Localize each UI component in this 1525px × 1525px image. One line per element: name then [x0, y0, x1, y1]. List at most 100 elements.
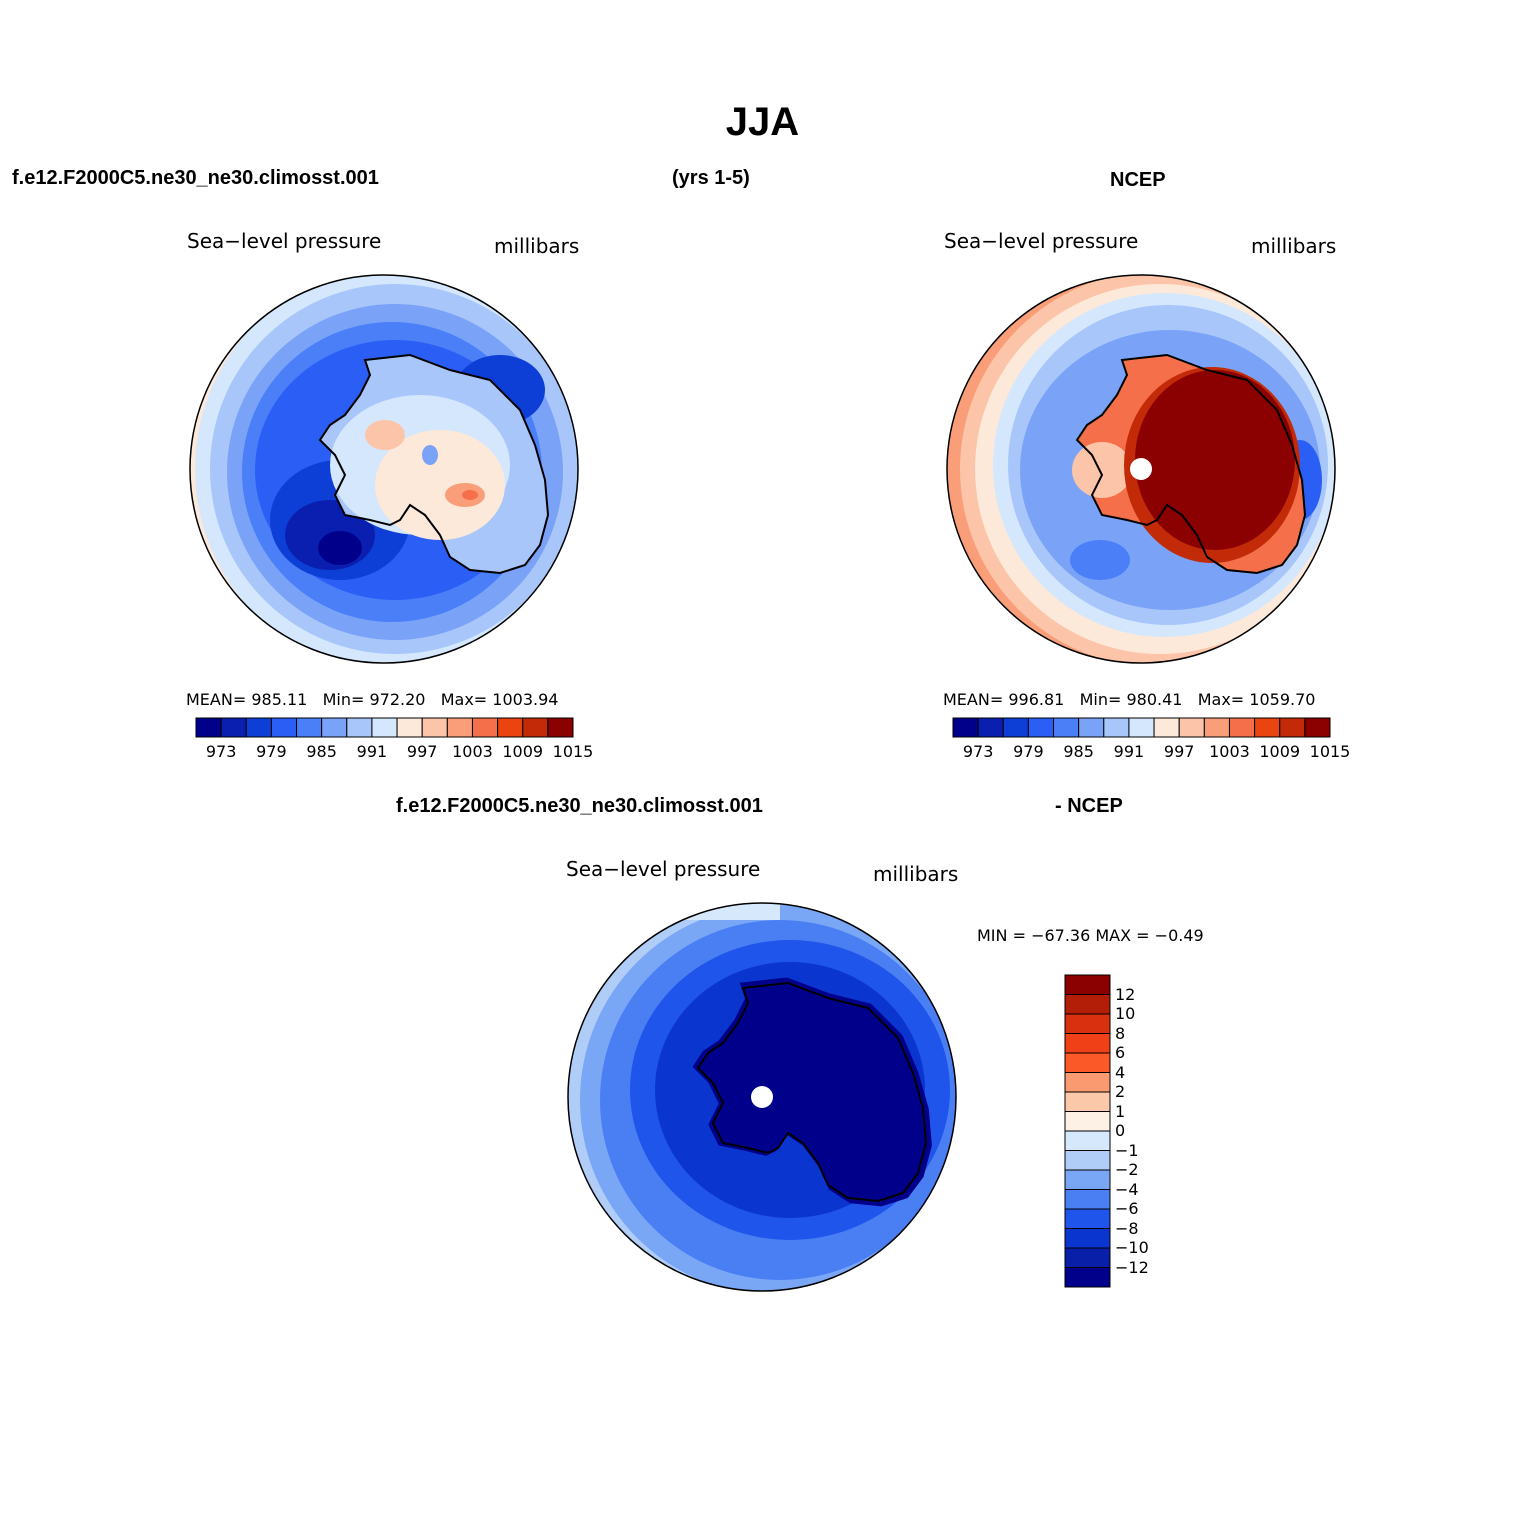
colorbar-tick-label: 973 — [205, 742, 237, 761]
panel2-variable-label: Sea−level pressure — [944, 229, 1139, 253]
panel2-units-label: millibars — [1251, 234, 1337, 258]
panel1-max-label: Max= — [440, 690, 488, 709]
colorbar-tick-label: 1015 — [552, 742, 594, 761]
colorbar-tick-label: 991 — [356, 742, 388, 761]
colorbar-cell — [1064, 1091, 1111, 1112]
colorbar-cell — [1064, 1247, 1111, 1268]
colorbar-tick-label: 1015 — [1309, 742, 1351, 761]
panel2-source: NCEP — [1110, 169, 1166, 191]
colorbar-cell — [471, 717, 499, 738]
colorbar-tick-label: 997 — [1163, 742, 1195, 761]
colorbar-cell — [1304, 717, 1331, 738]
colorbar-cell — [1064, 974, 1111, 995]
colorbar-tick-label: 6 — [1115, 1043, 1126, 1062]
colorbar-tick-label: 985 — [306, 742, 337, 761]
colorbar-cell — [1064, 1189, 1111, 1210]
panel2-max-label: Max= — [1197, 690, 1245, 709]
panel3-variable-label: Sea−level pressure — [566, 857, 761, 881]
colorbar-tick-label: −8 — [1115, 1218, 1139, 1238]
colorbar-cell — [1064, 1033, 1111, 1054]
colorbar-cell — [220, 717, 247, 738]
panel1-units-label: millibars — [494, 234, 580, 258]
diff-colorbar — [1064, 974, 1111, 1288]
colorbar-tick-label: 1003 — [452, 742, 493, 761]
colorbar-cell — [547, 717, 574, 738]
panel2-stats: MEAN= 996.81 Min= 980.41 Max= 1059.70 — [943, 690, 1315, 709]
panel1-min-value: 972.20 — [369, 690, 426, 709]
colorbar-cell — [321, 717, 348, 738]
panel1-stats: MEAN= 985.11 Min= 972.20 Max= 1003.94 — [186, 690, 558, 709]
panel3-minmax: MIN = −67.36 MAX = −0.49 — [977, 926, 1204, 945]
colorbar-tick-label: 1009 — [1259, 742, 1301, 761]
colorbar-cell — [497, 717, 524, 738]
colorbar-tick-label: 991 — [1113, 742, 1145, 761]
colorbar-cell — [1053, 717, 1080, 738]
colorbar-cell — [1064, 994, 1111, 1015]
pole-marker — [1130, 458, 1152, 480]
colorbar-cell — [296, 717, 323, 738]
colorbar-cell — [1064, 1013, 1111, 1034]
colorbar-tick-label: 12 — [1115, 984, 1136, 1004]
panel3-diff-label: - NCEP — [1055, 795, 1123, 817]
colorbar-cell — [195, 717, 222, 738]
colorbar-cell — [1279, 717, 1306, 738]
panel1-variable-label: Sea−level pressure — [187, 229, 382, 253]
panel2-min-value: 980.41 — [1126, 690, 1183, 709]
colorbar-cell — [1178, 717, 1205, 738]
colorbar-cell — [1064, 1208, 1111, 1229]
panel3-case-name: f.e12.F2000C5.ne30_ne30.climosst.001 — [396, 795, 763, 817]
colorbar-tick-label: 1 — [1115, 1101, 1126, 1121]
colorbar-tick-label: 2 — [1115, 1082, 1126, 1101]
colorbar-cell — [1064, 1150, 1111, 1171]
panel3-map — [567, 902, 957, 1292]
panel1-years: (yrs 1-5) — [672, 167, 750, 189]
panel1-colorbar — [195, 717, 574, 738]
panel1-case-name: f.e12.F2000C5.ne30_ne30.climosst.001 — [12, 167, 379, 189]
colorbar-tick-label: 979 — [1013, 742, 1044, 761]
colorbar-tick-label: −12 — [1115, 1257, 1149, 1277]
colorbar-cell — [1103, 717, 1130, 738]
main-title: JJA — [725, 100, 800, 144]
colorbar-tick-label: −6 — [1115, 1199, 1139, 1218]
colorbar-tick-label: 973 — [962, 742, 994, 761]
colorbar-cell — [1064, 1267, 1111, 1288]
colorbar-cell — [421, 717, 448, 738]
panel1-map — [189, 274, 579, 664]
colorbar-cell — [1064, 1072, 1111, 1093]
colorbar-cell — [1078, 717, 1105, 738]
panel2-map — [946, 274, 1336, 664]
panel1-mean-value: 985.11 — [251, 690, 308, 709]
panel1-min-label: Min= — [322, 690, 365, 709]
colorbar-cell — [1027, 717, 1055, 738]
panel2-min-label: Min= — [1079, 690, 1122, 709]
panel2-colorbar — [952, 717, 1331, 738]
colorbar-tick-label: 979 — [256, 742, 287, 761]
colorbar-cell — [977, 717, 1004, 738]
panel3-units-label: millibars — [873, 862, 959, 886]
panel1-max-value: 1003.94 — [492, 690, 559, 709]
colorbar-cell — [270, 717, 298, 738]
colorbar-cell — [446, 717, 473, 738]
colorbar-tick-label: 1009 — [502, 742, 544, 761]
colorbar-cell — [396, 717, 423, 738]
colorbar-cell — [1153, 717, 1180, 738]
colorbar-cell — [1128, 717, 1155, 738]
colorbar-cell — [1228, 717, 1256, 738]
colorbar-cell — [346, 717, 373, 738]
pole-marker — [751, 1086, 773, 1108]
colorbar-tick-label: 8 — [1115, 1023, 1126, 1043]
colorbar-tick-label: 0 — [1115, 1121, 1126, 1140]
colorbar-tick-label: −2 — [1115, 1160, 1139, 1179]
colorbar-cell — [1064, 1052, 1111, 1073]
colorbar-cell — [522, 717, 549, 738]
colorbar-tick-label: −1 — [1115, 1140, 1139, 1160]
colorbar-cell — [1002, 717, 1029, 738]
colorbar-cell — [371, 717, 398, 738]
panel2-max-value: 1059.70 — [1249, 690, 1316, 709]
colorbar-cell — [1064, 1169, 1111, 1190]
colorbar-cell — [952, 717, 979, 738]
colorbar-cell — [1064, 1111, 1111, 1132]
colorbar-tick-label: −4 — [1115, 1179, 1139, 1199]
colorbar-cell — [1203, 717, 1230, 738]
